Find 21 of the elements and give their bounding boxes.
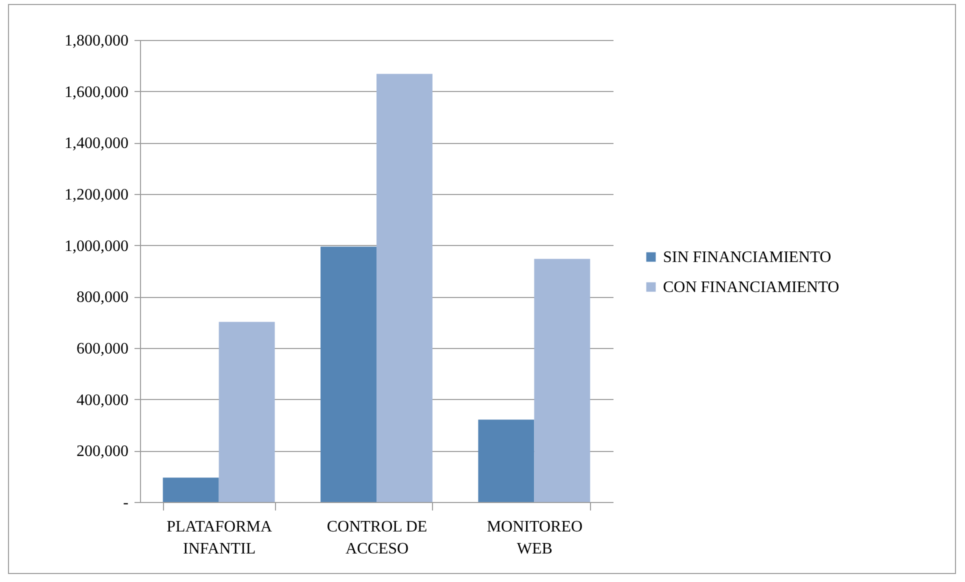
y-tick-label: 800,000 [76, 289, 128, 306]
x-tick-label: CONTROL DE ACCESO [326, 518, 428, 558]
legend-label: SIN FINANCIAMIENTO [663, 249, 832, 266]
y-tick-label: 1,800,000 [64, 32, 128, 50]
y-tick-label: 200,000 [76, 443, 128, 460]
bar [162, 478, 219, 502]
bar [320, 246, 376, 502]
x-tick-label: PLATAFORMA INFANTIL [166, 518, 272, 558]
y-tick-label: 1,200,000 [64, 186, 128, 204]
bar [218, 322, 275, 502]
y-tick-label: 1,400,000 [64, 135, 128, 152]
legend-label: CON FINANCIAMIENTO [663, 279, 840, 296]
y-tick-label: 400,000 [76, 392, 128, 409]
x-tick-label: MONITOREO WEB [486, 518, 583, 558]
y-tick-label: - [123, 494, 128, 512]
y-tick-label: 1,600,000 [64, 84, 128, 101]
y-tick-label: 1,000,000 [64, 238, 128, 255]
bar [534, 258, 590, 502]
bar [478, 420, 534, 502]
bar [376, 74, 432, 502]
y-tick-label: 600,000 [76, 340, 128, 358]
